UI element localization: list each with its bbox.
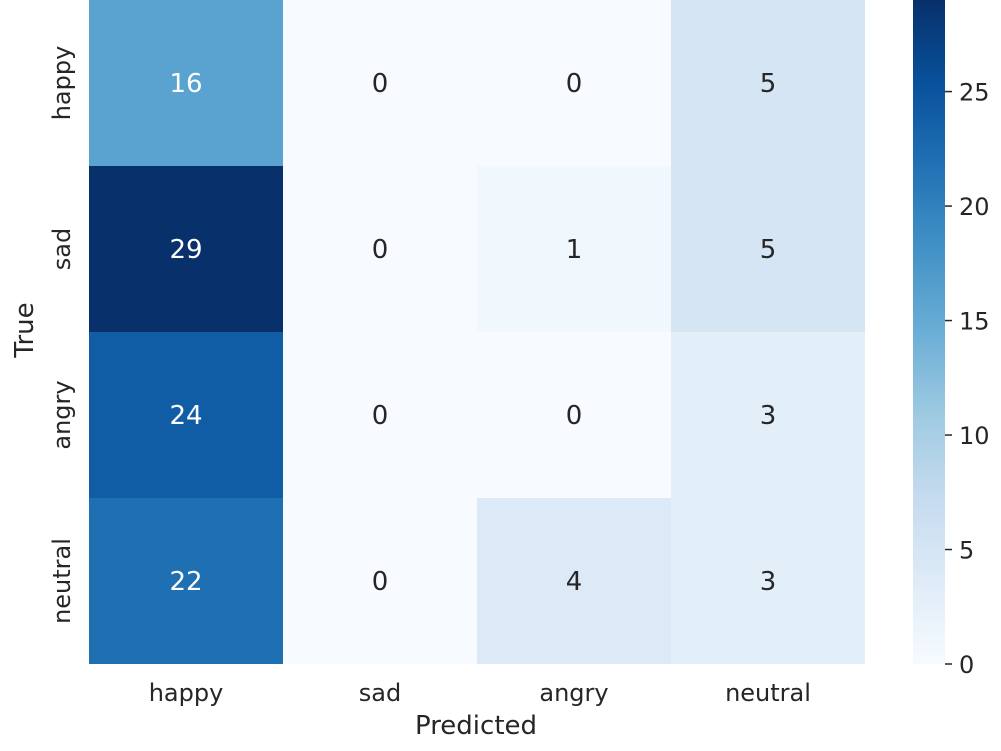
x-tick-label: sad: [359, 679, 401, 707]
cell-value-label: 0: [566, 69, 583, 99]
cell-value-label: 5: [760, 235, 777, 265]
heatmap-cell: [671, 0, 865, 166]
heatmap-cell: [477, 498, 671, 664]
x-axis-label: Predicted: [415, 711, 537, 741]
heatmap-cell: [671, 332, 865, 498]
colorbar: [913, 0, 945, 664]
heatmap-cell: [283, 166, 477, 332]
y-tick-label: sad: [48, 228, 76, 270]
y-tick-label: angry: [48, 380, 76, 449]
colorbar-tick-label: 15: [959, 308, 990, 336]
colorbar-ticks: 0 5 10 15 20 25: [945, 79, 990, 679]
cell-value-label: 22: [169, 567, 202, 597]
cell-value-label: 0: [372, 69, 389, 99]
cell-value-label: 4: [566, 567, 583, 597]
cell-value-label: 29: [169, 235, 202, 265]
heatmap-cell: [283, 498, 477, 664]
heatmap-cell: [283, 0, 477, 166]
cell-value-label: 1: [566, 235, 583, 265]
x-tick-label: neutral: [725, 679, 811, 707]
cell-value-label: 0: [372, 567, 389, 597]
colorbar-tick-label: 20: [959, 193, 990, 221]
heatmap-cell: [477, 166, 671, 332]
heatmap-cell: [671, 166, 865, 332]
heatmap-cell: [89, 498, 283, 664]
cell-value-label: 24: [169, 401, 202, 431]
y-tick-label: neutral: [48, 538, 76, 624]
x-tick-labels: happy sad angry neutral: [149, 679, 811, 707]
y-tick-labels: happy sad angry neutral: [48, 46, 76, 624]
colorbar-tick-label: 10: [959, 422, 990, 450]
heatmap-cell: [477, 0, 671, 166]
heatmap-cells: [89, 0, 865, 664]
heatmap-cell: [477, 332, 671, 498]
colorbar-tick-label: 5: [959, 537, 974, 565]
x-tick-label: happy: [149, 679, 224, 707]
colorbar-tick-label: 0: [959, 651, 974, 679]
heatmap-cell: [89, 0, 283, 166]
heatmap-cell: [283, 332, 477, 498]
y-axis-label: True: [10, 302, 40, 358]
cell-value-label: 0: [372, 235, 389, 265]
cell-value-label: 5: [760, 69, 777, 99]
heatmap-cell-labels: 16 0 0 5 29 0 1 5 24 0 0 3 22 0 4 3: [169, 69, 776, 597]
y-tick-label: happy: [48, 46, 76, 121]
heatmap-cell: [89, 332, 283, 498]
cell-value-label: 0: [566, 401, 583, 431]
colorbar-tick-label: 25: [959, 79, 990, 107]
cell-value-label: 3: [760, 401, 777, 431]
cell-value-label: 0: [372, 401, 389, 431]
cell-value-label: 16: [169, 69, 202, 99]
heatmap-cell: [89, 166, 283, 332]
cell-value-label: 3: [760, 567, 777, 597]
x-tick-label: angry: [539, 679, 608, 707]
heatmap-cell: [671, 498, 865, 664]
